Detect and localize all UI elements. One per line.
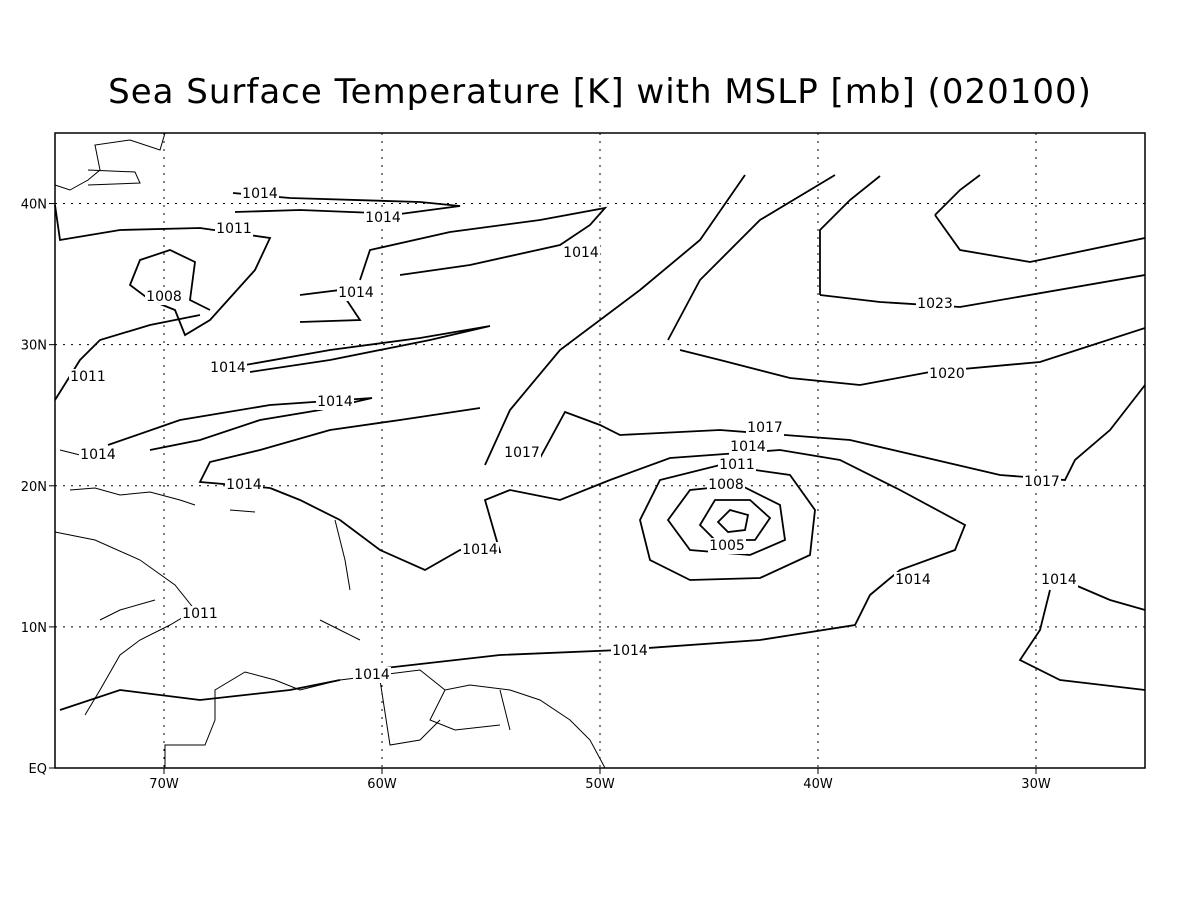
contour-label-bg: [894, 572, 932, 588]
contour-label-bg: [215, 221, 253, 237]
contour-label-bg: [1023, 474, 1061, 490]
contour-label-bg: [353, 667, 391, 683]
contour-label: 1014: [80, 447, 116, 463]
contour-label-bg: [707, 477, 745, 493]
contour-label: 1014: [1041, 572, 1077, 588]
x-tick-label: 60W: [367, 777, 397, 792]
contour-label: 1008: [146, 289, 182, 305]
contour-label-bg: [69, 369, 107, 385]
contour-label-bg: [503, 445, 541, 461]
contour-label: 1011: [719, 457, 755, 473]
x-tick-label: 30W: [1021, 777, 1051, 792]
contour-label: 1005: [709, 538, 745, 554]
contour-label-bg: [225, 477, 263, 493]
contour-label-bg: [364, 210, 402, 226]
contour-label: 1014: [317, 394, 353, 410]
contour-label: 1014: [563, 245, 599, 261]
contour-label-bg: [746, 420, 784, 436]
contour-label: 1014: [226, 477, 262, 493]
x-tick-label: 40W: [803, 777, 833, 792]
contour-label: 1017: [1024, 474, 1060, 490]
contour-label-bg: [928, 366, 966, 382]
y-tick-label: 30N: [21, 339, 47, 354]
contour-label: 1014: [210, 360, 246, 376]
contour-label-bg: [1040, 572, 1078, 588]
contour-label: 1017: [747, 420, 783, 436]
x-tick-label: 50W: [585, 777, 615, 792]
contour-label: 1011: [216, 221, 252, 237]
contour-label-bg: [718, 457, 756, 473]
contour-label: 1014: [612, 643, 648, 659]
contour-label-bg: [562, 245, 600, 261]
isobars: [54, 174, 1146, 711]
contour-label: 1014: [462, 542, 498, 558]
contour-label-bg: [241, 186, 279, 202]
contour-label-bg: [209, 360, 247, 376]
contour-label: 1014: [730, 439, 766, 455]
contour-label: 1014: [365, 210, 401, 226]
y-tick-label: 40N: [21, 198, 47, 213]
y-tick-label: EQ: [29, 762, 47, 777]
contour-label-bg: [316, 394, 354, 410]
contour-label: 1011: [70, 369, 106, 385]
contour-label-bg: [79, 447, 117, 463]
contour-label-bg: [181, 606, 219, 622]
contour-label-bg: [337, 285, 375, 301]
contour-label: 1008: [708, 477, 744, 493]
contour-label: 1014: [354, 667, 390, 683]
contour-label: 1014: [338, 285, 374, 301]
y-tick-label: 10N: [21, 621, 47, 636]
contour-label: 1017: [504, 445, 540, 461]
contour-label: 1014: [895, 572, 931, 588]
x-tick-label: 70W: [149, 777, 179, 792]
map-title: Sea Surface Temperature [K] with MSLP [m…: [108, 72, 1092, 112]
contour-label: 1023: [917, 296, 953, 312]
contour-label-bg: [916, 296, 954, 312]
contour-label-bg: [461, 542, 499, 558]
contour-label-bg: [708, 538, 746, 554]
contour-label-bg: [729, 439, 767, 455]
contour-label: 1020: [929, 366, 965, 382]
contour-label-bg: [145, 289, 183, 305]
y-tick-label: 20N: [21, 480, 47, 495]
contour-label: 1014: [242, 186, 278, 202]
contour-label-bg: [611, 643, 649, 659]
contour-label: 1011: [182, 606, 218, 622]
